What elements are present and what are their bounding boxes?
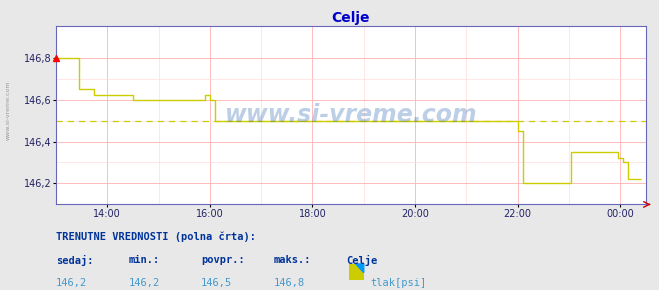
Text: tlak[psi]: tlak[psi] [370, 278, 426, 288]
Text: sedaj:: sedaj: [56, 255, 94, 266]
Text: 146,2: 146,2 [129, 278, 159, 288]
Text: Celje: Celje [346, 255, 377, 266]
Text: povpr.:: povpr.: [201, 255, 244, 265]
Text: www.si-vreme.com: www.si-vreme.com [5, 80, 11, 140]
Text: TRENUTNE VREDNOSTI (polna črta):: TRENUTNE VREDNOSTI (polna črta): [56, 232, 256, 242]
Text: maks.:: maks.: [273, 255, 311, 265]
Text: 146,2: 146,2 [56, 278, 87, 288]
Polygon shape [356, 264, 364, 273]
Text: min.:: min.: [129, 255, 159, 265]
Text: www.si-vreme.com: www.si-vreme.com [225, 103, 477, 127]
Text: 146,5: 146,5 [201, 278, 232, 288]
Title: Celje: Celje [331, 11, 370, 25]
Text: 146,8: 146,8 [273, 278, 304, 288]
